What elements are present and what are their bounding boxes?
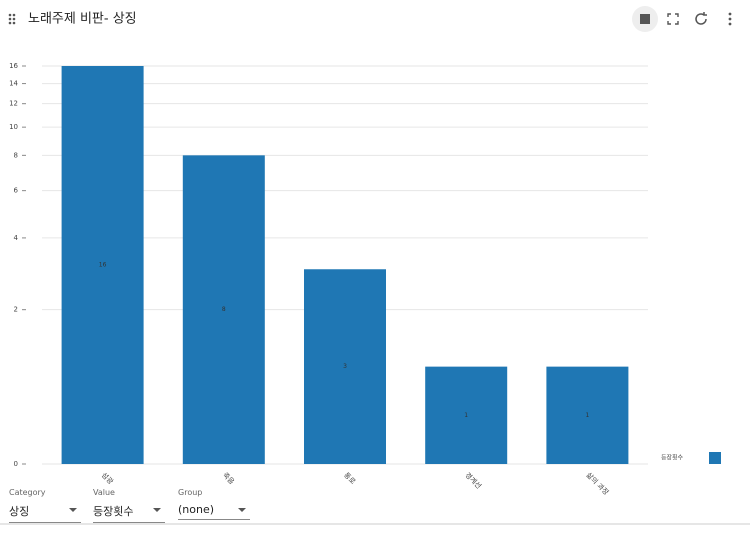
x-tick-label: 통로 bbox=[342, 471, 357, 486]
data-label: 1 bbox=[464, 412, 468, 419]
control-label: Category bbox=[9, 488, 46, 497]
category-control[interactable]: Category 상징 bbox=[9, 488, 81, 523]
control-label: Group bbox=[178, 488, 203, 497]
bar bbox=[546, 366, 629, 464]
bar bbox=[425, 366, 508, 464]
y-tick-label: 6 bbox=[14, 187, 19, 195]
image-icon bbox=[640, 14, 650, 24]
y-tick-label: 0 bbox=[14, 460, 18, 468]
data-label: 16 bbox=[99, 262, 107, 269]
control-value: 등장횟수 bbox=[93, 499, 165, 523]
group-control[interactable]: Group (none) bbox=[178, 488, 250, 520]
title: 노래주제 비판- 상징 bbox=[28, 12, 137, 27]
legend-label: 등장횟수 bbox=[661, 454, 684, 462]
control-label: Value bbox=[93, 488, 115, 497]
y-tick-label: 12 bbox=[9, 100, 18, 108]
value-control[interactable]: Value 등장횟수 bbox=[93, 488, 165, 523]
bar bbox=[304, 269, 386, 464]
x-tick-label: 삶의 과정 bbox=[585, 470, 611, 496]
more-button[interactable] bbox=[728, 12, 732, 26]
y-tick-label: 16 bbox=[9, 62, 18, 70]
bar bbox=[182, 155, 265, 465]
y-tick-label: 8 bbox=[14, 151, 18, 159]
legend-swatch bbox=[709, 452, 721, 464]
refresh-button[interactable] bbox=[695, 12, 707, 25]
drag-handle[interactable] bbox=[8, 13, 16, 25]
y-tick-label: 14 bbox=[9, 80, 18, 88]
x-tick-label: 경계선 bbox=[463, 470, 483, 490]
y-tick-label: 2 bbox=[14, 306, 18, 314]
bar bbox=[61, 66, 144, 464]
x-tick-label: 죽음 bbox=[221, 471, 236, 486]
y-tick-label: 10 bbox=[9, 123, 18, 131]
data-label: 1 bbox=[585, 412, 589, 419]
y-tick-label: 4 bbox=[14, 234, 19, 242]
control-value: (none) bbox=[178, 499, 250, 520]
x-tick-label: 섬광 bbox=[100, 470, 116, 486]
control-value: 상징 bbox=[9, 499, 81, 523]
data-label: 3 bbox=[343, 363, 347, 370]
data-label: 8 bbox=[222, 306, 226, 313]
fullscreen-button[interactable] bbox=[667, 13, 679, 25]
